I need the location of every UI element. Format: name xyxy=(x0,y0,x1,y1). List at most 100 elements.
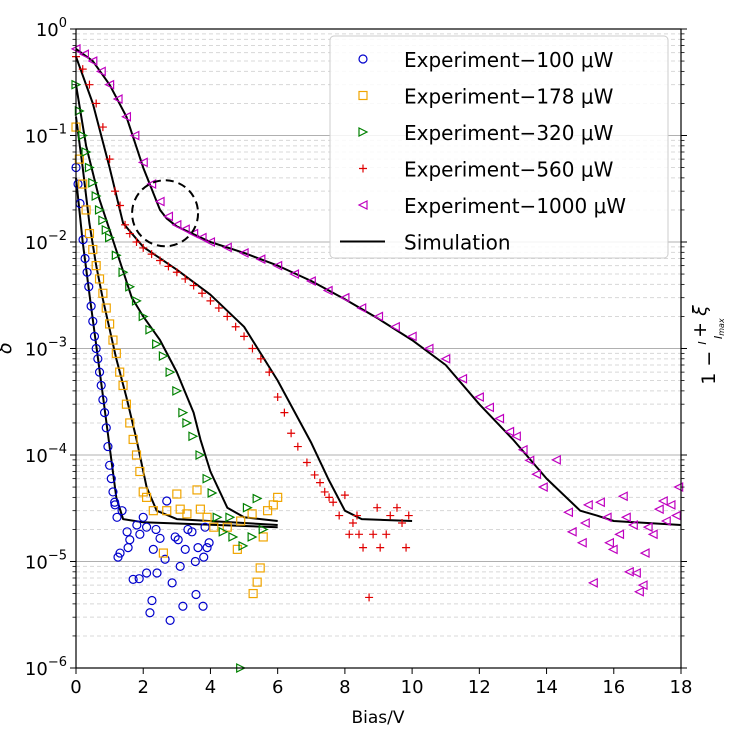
right-label-den: Imax xyxy=(712,318,726,339)
data-point-triangle-left xyxy=(389,321,400,332)
data-point-circle xyxy=(190,556,200,567)
data-point-square xyxy=(91,261,101,271)
data-point-triangle-left xyxy=(163,211,174,222)
data-point-plus xyxy=(382,530,391,539)
data-point-plus xyxy=(392,503,401,512)
data-point-circle xyxy=(73,179,83,189)
data-point-square xyxy=(247,509,257,519)
data-point-square xyxy=(81,205,91,215)
data-point-triangle-left xyxy=(289,269,300,280)
data-point-plus xyxy=(365,593,374,602)
svg-text:1 − I + ξ: 1 − I + ξ xyxy=(689,305,720,385)
data-point-triangle-right xyxy=(258,524,269,535)
data-point-circle xyxy=(123,543,133,553)
simulation-curve xyxy=(75,177,278,529)
data-point-circle xyxy=(88,316,98,326)
data-point-triangle-left xyxy=(582,499,593,510)
data-point-square xyxy=(94,274,105,284)
data-point-circle xyxy=(141,568,152,578)
data-point-plus xyxy=(335,511,344,520)
data-point-circle xyxy=(200,522,210,532)
data-point-triangle-left xyxy=(587,577,598,588)
data-point-square xyxy=(141,492,152,502)
data-point-circle xyxy=(82,267,92,277)
data-point-square xyxy=(252,577,262,587)
data-point-triangle-left xyxy=(221,242,232,253)
data-point-circle xyxy=(96,380,106,391)
data-point-square xyxy=(192,485,202,495)
data-point-square xyxy=(195,504,205,514)
data-point-plus xyxy=(121,220,130,229)
data-point-triangle-left xyxy=(205,237,216,247)
data-point-circle xyxy=(198,601,208,611)
right-label-num: I xyxy=(696,341,709,344)
data-point-circle xyxy=(80,253,90,264)
data-point-square xyxy=(101,303,111,313)
data-point-triangle-right xyxy=(145,324,156,335)
data-point-circle xyxy=(98,395,108,405)
data-point-triangle-left xyxy=(620,512,631,523)
simulation-curve xyxy=(75,48,682,526)
data-point-circle xyxy=(108,487,118,497)
x-tick-label: 16 xyxy=(602,677,625,698)
data-point-plus xyxy=(172,268,181,277)
data-point-circle xyxy=(204,538,214,548)
y-tick-exponent: 0 xyxy=(59,16,67,31)
data-point-circle xyxy=(94,367,105,377)
data-point-triangle-right xyxy=(242,502,253,513)
data-point-plus xyxy=(348,518,357,527)
data-point-plus xyxy=(214,304,223,313)
data-point-plus xyxy=(293,442,302,451)
data-point-triangle-left xyxy=(627,520,638,531)
data-point-triangle-left xyxy=(660,516,671,526)
data-point-triangle-left xyxy=(129,130,140,141)
legend-label: Experiment−178 μW xyxy=(404,85,614,109)
legend: Experiment−100 μW Experiment−178 μW Experi… xyxy=(329,35,669,259)
data-point-square xyxy=(255,563,265,573)
data-point-plus xyxy=(345,530,354,539)
data-point-plus xyxy=(189,281,198,290)
data-point-triangle-left xyxy=(238,247,249,258)
legend-box xyxy=(329,35,669,259)
legend-marker-plus xyxy=(359,164,367,173)
data-point-triangle-left xyxy=(95,66,106,77)
data-point-circle xyxy=(175,561,185,571)
data-point-circle xyxy=(117,506,127,516)
simulation-curve xyxy=(75,56,413,522)
data-point-triangle-left xyxy=(494,413,505,424)
data-point-triangle-left xyxy=(633,586,644,597)
data-point-triangle-left xyxy=(653,504,664,515)
data-point-circle xyxy=(199,552,209,562)
data-point-square xyxy=(172,489,182,499)
data-point-triangle-right xyxy=(238,540,249,551)
x-tick-label: 0 xyxy=(70,677,81,698)
data-point-triangle-left xyxy=(457,373,468,384)
data-point-triangle-right xyxy=(158,351,169,361)
data-point-circle xyxy=(93,354,103,364)
data-point-circle xyxy=(128,574,138,584)
data-point-triangle-left xyxy=(563,507,574,518)
data-point-triangle-left xyxy=(255,254,266,265)
data-point-square xyxy=(111,348,121,358)
data-point-square xyxy=(115,367,125,377)
data-point-triangle-left xyxy=(537,482,548,493)
data-point-circle xyxy=(155,533,165,543)
data-point-square xyxy=(158,548,168,558)
data-point-triangle-left xyxy=(670,510,681,521)
data-point-triangle-left xyxy=(630,568,641,578)
data-point-triangle-right xyxy=(78,130,89,141)
x-tick-label: 6 xyxy=(272,677,283,698)
data-point-plus xyxy=(125,229,134,238)
data-point-plus xyxy=(132,238,141,246)
data-point-square xyxy=(162,506,172,516)
data-point-plus xyxy=(369,530,378,539)
data-point-triangle-left xyxy=(531,469,542,480)
data-point-triangle-right xyxy=(88,177,99,188)
data-point-triangle-left xyxy=(87,56,98,67)
data-point-triangle-right xyxy=(207,488,218,498)
data-point-square xyxy=(125,418,135,428)
data-point-triangle-left xyxy=(272,260,283,271)
data-point-plus xyxy=(404,511,413,520)
data-point-circle xyxy=(165,615,175,625)
y-tick-label: 100 xyxy=(36,16,67,41)
